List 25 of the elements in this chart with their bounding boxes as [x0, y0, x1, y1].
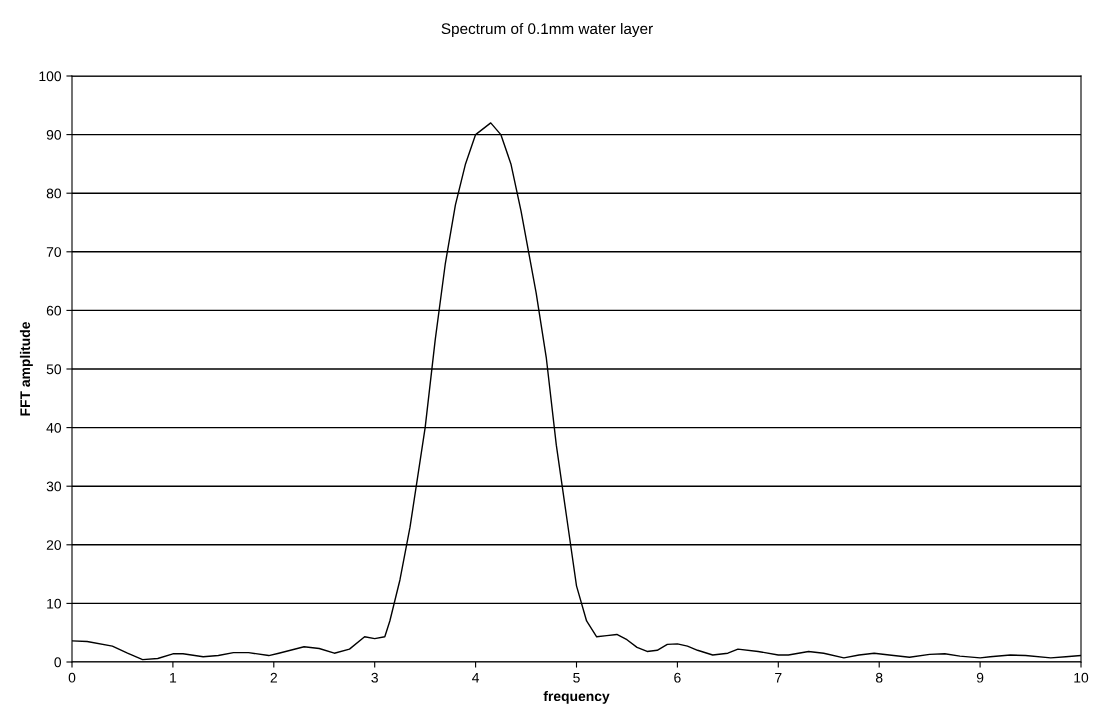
x-tick-label: 3 — [371, 672, 378, 683]
x-tick-label: 9 — [976, 672, 984, 683]
y-tick-label: 100 — [39, 71, 62, 82]
x-tick-label: 0 — [68, 672, 76, 683]
x-tick-label: 1 — [170, 672, 177, 683]
x-tick-label: 8 — [875, 672, 883, 683]
y-tick-label: 10 — [47, 598, 62, 609]
y-tick-label: 50 — [46, 364, 62, 375]
x-axis-title: frequency — [543, 690, 610, 704]
x-tick-label: 10 — [1074, 672, 1089, 683]
x-tick-label: 4 — [472, 672, 480, 683]
y-tick-label: 40 — [46, 422, 62, 433]
y-tick-label: 90 — [46, 129, 62, 140]
x-tick-label: 2 — [270, 672, 277, 683]
x-tick-label: 5 — [573, 672, 580, 683]
y-tick-label: 0 — [54, 657, 62, 668]
chart-title: Spectrum of 0.1mm water layer — [441, 22, 653, 38]
y-axis-title: FFT amplitude — [19, 322, 33, 416]
y-tick-label: 20 — [46, 540, 62, 550]
x-tick-label: 6 — [674, 672, 681, 683]
y-tick-label: 70 — [46, 247, 62, 257]
y-tick-label: 30 — [46, 481, 62, 492]
x-tick-label: 7 — [775, 672, 782, 683]
y-tick-label: 60 — [46, 305, 62, 316]
y-tick-label: 80 — [46, 188, 62, 199]
